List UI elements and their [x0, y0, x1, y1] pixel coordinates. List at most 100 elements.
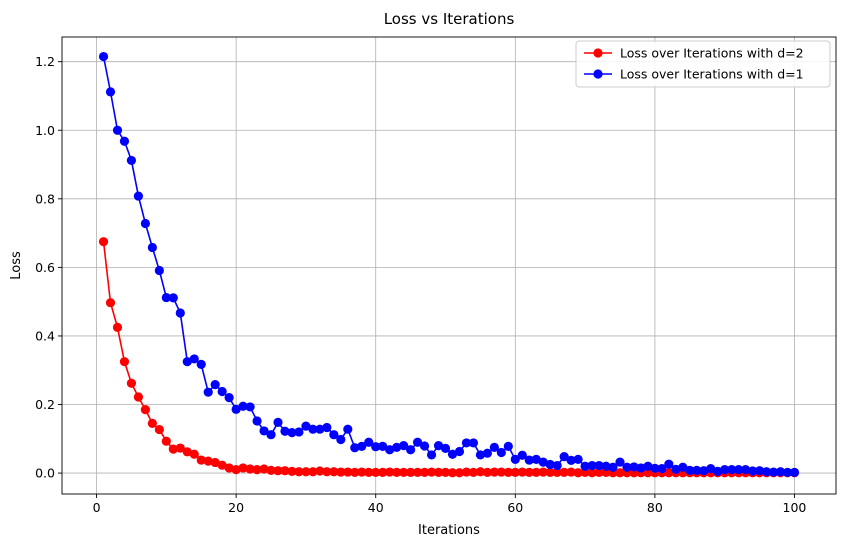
data-point [399, 467, 409, 477]
data-point [657, 464, 667, 474]
data-point [468, 467, 479, 477]
data-point [98, 51, 109, 62]
data-point [147, 418, 157, 428]
data-point [713, 466, 723, 476]
data-point [378, 441, 388, 451]
data-point [308, 424, 318, 434]
data-point [496, 447, 506, 458]
data-point [685, 465, 695, 475]
data-point [699, 466, 709, 476]
data-point [161, 292, 171, 303]
data-point [98, 237, 109, 247]
data-point [678, 462, 688, 472]
data-point [608, 462, 618, 472]
data-point [419, 441, 430, 451]
legend-label: Loss over Iterations with d=1 [620, 67, 804, 82]
data-point [364, 437, 374, 447]
x-tick-label: 40 [368, 500, 384, 515]
data-point [154, 424, 164, 435]
data-point [301, 467, 311, 477]
data-point [741, 465, 751, 475]
data-point [224, 393, 234, 403]
data-point [203, 387, 213, 397]
data-point [412, 467, 423, 477]
data-point [196, 359, 206, 370]
data-point [643, 468, 653, 478]
data-point [524, 467, 534, 477]
data-point [538, 457, 548, 467]
legend-item-1: Loss over Iterations with d=2 [584, 46, 804, 61]
data-point [664, 459, 674, 469]
data-point [754, 466, 765, 476]
data-point [406, 445, 416, 455]
data-point [447, 449, 458, 459]
data-point [322, 422, 332, 433]
data-point [266, 430, 276, 440]
data-point [552, 467, 562, 477]
data-point [224, 463, 234, 473]
data-point [273, 417, 283, 427]
data-point [440, 467, 451, 477]
data-point [566, 455, 576, 465]
y-tick-label: 0.8 [35, 191, 55, 206]
data-point [531, 467, 541, 477]
data-point [587, 460, 597, 471]
data-point [322, 467, 332, 477]
data-point [517, 450, 527, 460]
data-point [482, 467, 492, 477]
data-point [308, 467, 318, 477]
data-point [329, 430, 339, 440]
data-point [622, 462, 632, 472]
data-point [594, 467, 604, 477]
data-point [489, 442, 499, 452]
chart-title: Loss vs Iterations [384, 10, 515, 28]
x-axis-title: Iterations [418, 523, 480, 538]
data-point [175, 443, 185, 453]
data-point [761, 467, 772, 477]
data-point [280, 426, 290, 436]
data-point [671, 464, 681, 474]
legend-box [575, 40, 831, 88]
data-point [336, 434, 346, 445]
data-point [287, 428, 297, 438]
data-point [217, 460, 227, 470]
data-point [343, 424, 353, 434]
data-point [357, 467, 367, 477]
data-point [496, 467, 506, 477]
data-point [371, 467, 381, 477]
data-point [775, 467, 786, 477]
data-point [182, 357, 192, 367]
data-point [517, 467, 527, 477]
data-point [126, 155, 137, 166]
x-tick-label: 20 [228, 500, 244, 515]
data-point [510, 454, 520, 464]
data-point [133, 392, 144, 402]
data-point [210, 380, 220, 390]
data-point [594, 460, 604, 471]
data-point [503, 467, 513, 477]
data-point [580, 461, 590, 471]
data-point [105, 298, 116, 308]
x-tick-label: 80 [647, 500, 663, 515]
data-point [112, 125, 123, 135]
data-point [231, 404, 241, 414]
data-point [447, 468, 458, 478]
legend-marker [593, 48, 603, 58]
axis-ticks: 0 20 40 60 80 100 0.0 0.2 0.4 0.6 0.8 1.0 1.2 [35, 54, 806, 515]
data-point [210, 457, 220, 468]
data-point [426, 450, 437, 460]
data-point [601, 461, 611, 471]
legend: Loss over Iterations with d=2 Loss over I… [575, 40, 831, 88]
data-point [112, 322, 123, 332]
legend-marker [593, 69, 603, 79]
data-point [336, 467, 346, 477]
data-point [468, 438, 479, 448]
data-point [503, 441, 513, 451]
data-point [140, 218, 150, 229]
data-point [147, 242, 157, 253]
data-point [259, 464, 269, 474]
data-point [245, 464, 255, 474]
